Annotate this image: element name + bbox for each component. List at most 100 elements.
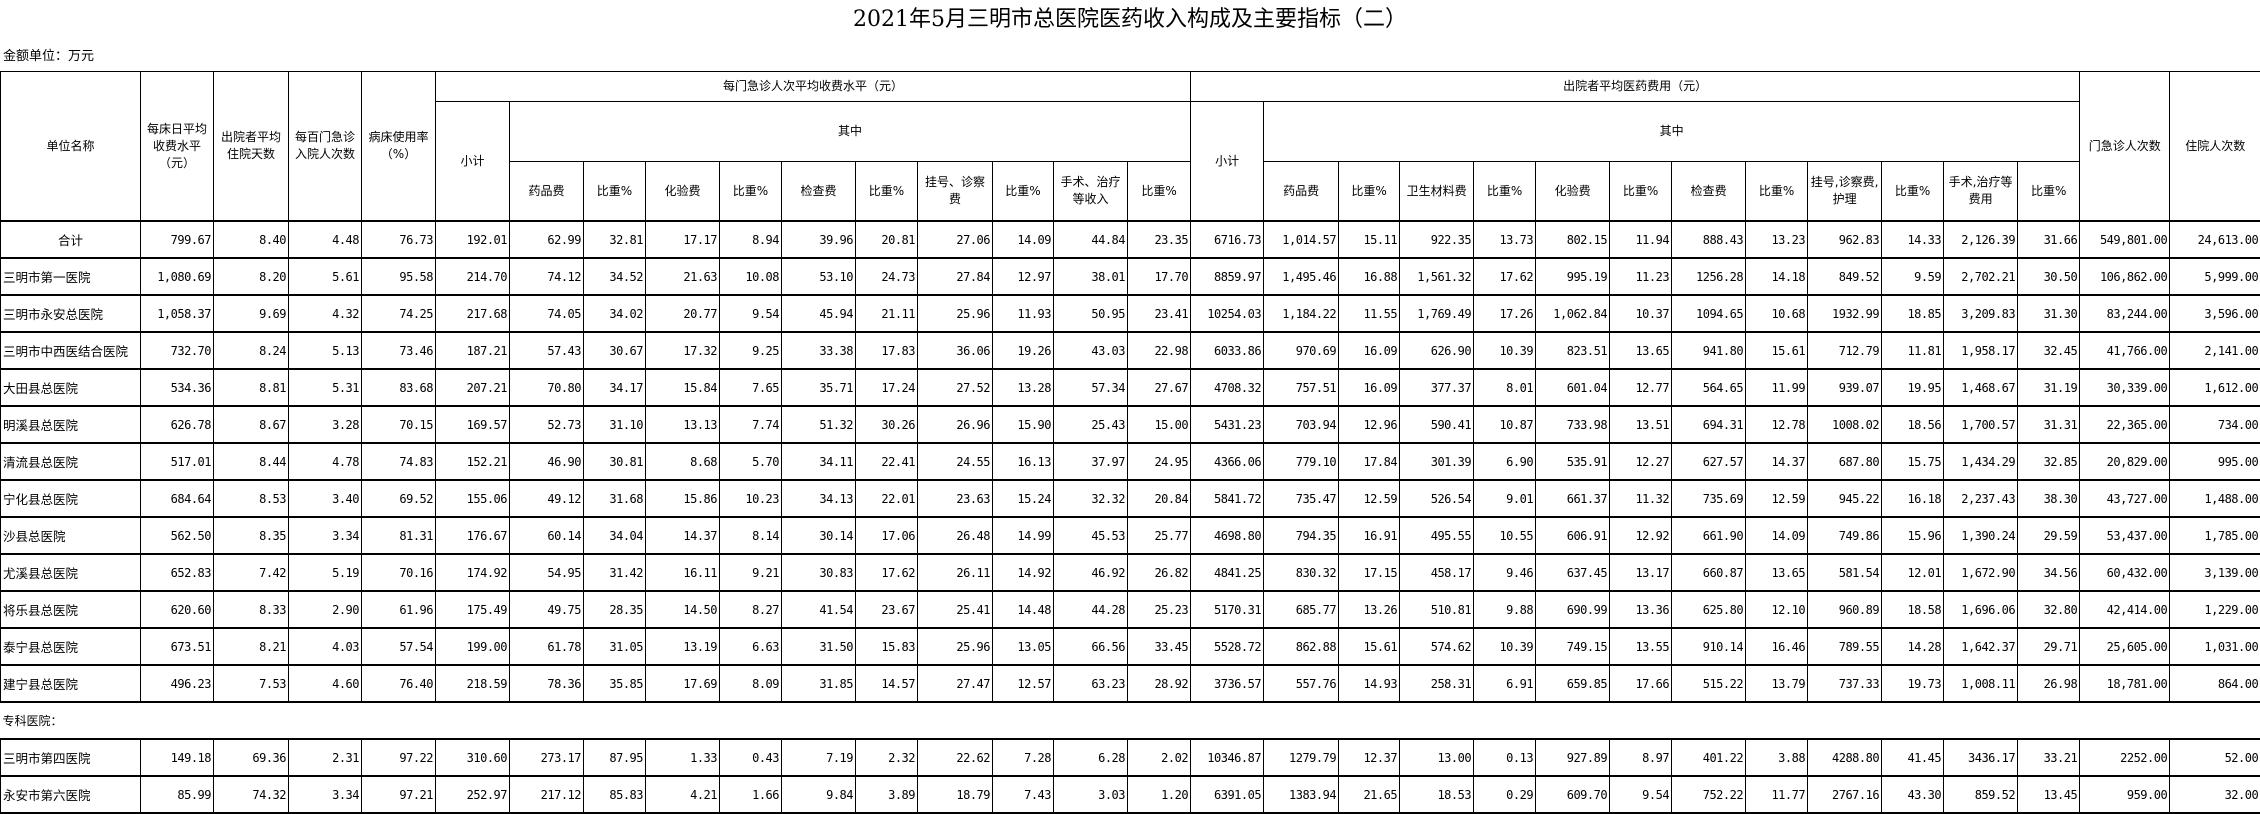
value-cell: 97.22 — [361, 738, 436, 777]
value-cell: 5.19 — [288, 553, 362, 592]
value-cell: 590.41 — [1399, 405, 1475, 444]
value-cell: 2,702.21 — [1943, 257, 2019, 296]
value-cell: 13.65 — [1609, 331, 1673, 370]
value-cell: 31.66 — [2017, 220, 2081, 259]
value-cell: 1,080.69 — [140, 257, 214, 296]
value-cell: 34.02 — [583, 294, 646, 333]
value-cell: 17.32 — [645, 331, 720, 370]
value-cell: 9.54 — [719, 294, 782, 333]
value-cell: 97.21 — [361, 775, 436, 814]
header-outpatient-col: 手术、治疗等收入 — [1053, 161, 1128, 222]
table-row: 泰宁县总医院 673.51 8.21 4.03 57.54 199.00 61.78 31.0… — [0, 627, 2260, 666]
value-cell: 8859.97 — [1190, 257, 1265, 296]
value-cell: 515.22 — [1671, 664, 1747, 703]
value-cell: 1,031.00 — [2169, 627, 2260, 666]
value-cell: 8.67 — [213, 405, 289, 444]
value-cell: 1,058.37 — [140, 294, 214, 333]
value-cell: 7.28 — [992, 738, 1054, 777]
value-cell: 32.80 — [2017, 590, 2081, 629]
value-cell: 732.70 — [140, 331, 214, 370]
value-cell: 18.79 — [917, 775, 993, 814]
header-bed-use: 病床使用率（%） — [361, 71, 436, 222]
value-cell: 661.90 — [1671, 516, 1747, 555]
section-row: 专科医院： — [0, 701, 2260, 740]
value-cell: 8.33 — [213, 590, 289, 629]
value-cell: 26.82 — [1126, 553, 1192, 592]
header-inpatient-subtotal: 小计 — [1190, 101, 1265, 222]
header-inpatient-col: 比重% — [1609, 161, 1673, 222]
header-outpatient-col: 检查费 — [781, 161, 856, 222]
value-cell: 16.09 — [1338, 368, 1401, 407]
value-cell: 685.77 — [1263, 590, 1340, 629]
value-cell: 1,696.06 — [1943, 590, 2019, 629]
value-cell: 535.91 — [1535, 442, 1611, 481]
value-cell: 16.46 — [1745, 627, 1809, 666]
value-cell: 1,672.90 — [1943, 553, 2019, 592]
value-cell: 207.21 — [435, 368, 510, 407]
header-admit-per-100: 每百门急诊入院人次数 — [288, 71, 362, 222]
value-cell: 14.28 — [1881, 627, 1945, 666]
value-cell: 15.00 — [1126, 405, 1192, 444]
value-cell: 38.30 — [2017, 479, 2081, 518]
value-cell: 26.96 — [917, 405, 993, 444]
value-cell: 7.74 — [719, 405, 782, 444]
value-cell: 22.98 — [1126, 331, 1192, 370]
value-cell: 1,958.17 — [1943, 331, 2019, 370]
value-cell: 8.44 — [213, 442, 289, 481]
value-cell: 74.25 — [361, 294, 436, 333]
unit-name-cell: 宁化县总医院 — [0, 479, 141, 518]
header-inpatient-of-which: 其中 — [1263, 101, 2081, 162]
value-cell: 15.61 — [1338, 627, 1401, 666]
value-cell: 849.52 — [1807, 257, 1883, 296]
value-cell: 1.33 — [645, 738, 720, 777]
value-cell: 626.78 — [140, 405, 214, 444]
value-cell: 33.38 — [781, 331, 856, 370]
value-cell: 9.88 — [1473, 590, 1537, 629]
value-cell: 32.81 — [583, 220, 646, 259]
value-cell: 32.85 — [2017, 442, 2081, 481]
value-cell: 945.22 — [1807, 479, 1883, 518]
value-cell: 14.50 — [645, 590, 720, 629]
header-inpatient-col: 挂号,诊察费,护理 — [1807, 161, 1883, 222]
value-cell: 652.83 — [140, 553, 214, 592]
value-cell: 30,339.00 — [2079, 368, 2171, 407]
value-cell: 60.14 — [509, 516, 584, 555]
value-cell: 54.95 — [509, 553, 584, 592]
value-cell: 17.66 — [1609, 664, 1673, 703]
unit-name-cell: 三明市第一医院 — [0, 257, 141, 296]
value-cell: 0.13 — [1473, 738, 1537, 777]
value-cell: 46.92 — [1053, 553, 1128, 592]
value-cell: 4366.06 — [1190, 442, 1265, 481]
value-cell: 16.91 — [1338, 516, 1401, 555]
value-cell: 83.68 — [361, 368, 436, 407]
value-cell: 26.11 — [917, 553, 993, 592]
value-cell: 14.48 — [992, 590, 1054, 629]
value-cell: 3.88 — [1745, 738, 1809, 777]
value-cell: 15.96 — [1881, 516, 1945, 555]
value-cell: 51.32 — [781, 405, 856, 444]
value-cell: 258.31 — [1399, 664, 1475, 703]
value-cell: 0.43 — [719, 738, 782, 777]
value-cell: 44.84 — [1053, 220, 1128, 259]
unit-name-cell: 大田县总医院 — [0, 368, 141, 407]
value-cell: 495.55 — [1399, 516, 1475, 555]
unit-name-cell: 三明市第四医院 — [0, 738, 141, 777]
value-cell: 3736.57 — [1190, 664, 1265, 703]
value-cell: 24.95 — [1126, 442, 1192, 481]
value-cell: 19.73 — [1881, 664, 1945, 703]
value-cell: 27.06 — [917, 220, 993, 259]
value-cell: 70.15 — [361, 405, 436, 444]
value-cell: 23.63 — [917, 479, 993, 518]
value-cell: 15.11 — [1338, 220, 1401, 259]
value-cell: 18.85 — [1881, 294, 1945, 333]
value-cell: 661.37 — [1535, 479, 1611, 518]
value-cell: 13.79 — [1745, 664, 1809, 703]
value-cell: 1,062.84 — [1535, 294, 1611, 333]
value-cell: 25.96 — [917, 627, 993, 666]
value-cell: 13.36 — [1609, 590, 1673, 629]
value-cell: 21.65 — [1338, 775, 1401, 814]
value-cell: 8.09 — [719, 664, 782, 703]
value-cell: 734.00 — [2169, 405, 2260, 444]
value-cell: 12.10 — [1745, 590, 1809, 629]
value-cell: 864.00 — [2169, 664, 2260, 703]
